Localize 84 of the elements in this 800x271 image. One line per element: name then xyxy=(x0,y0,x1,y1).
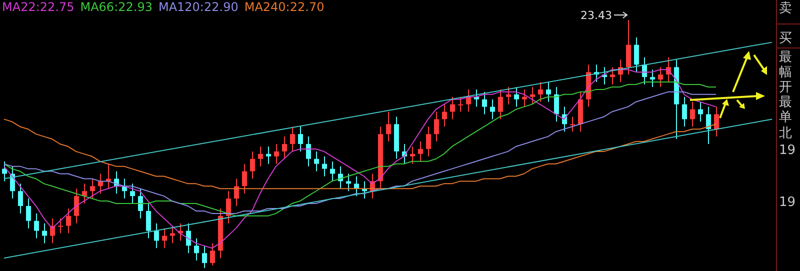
candlestick xyxy=(138,188,143,219)
candlestick xyxy=(610,66,615,85)
candlestick xyxy=(530,86,535,105)
text: 最 xyxy=(779,95,792,110)
candlestick xyxy=(522,88,527,108)
candlestick xyxy=(146,203,151,239)
candlestick xyxy=(210,242,215,266)
candlestick xyxy=(74,188,79,224)
candlestick xyxy=(322,156,327,177)
candlestick xyxy=(450,96,455,120)
text: MA22:22.75 xyxy=(2,0,74,14)
candlestick xyxy=(186,222,191,254)
text: MA120:22.90 xyxy=(158,0,238,14)
candlestick xyxy=(98,173,103,194)
candlestick xyxy=(706,106,711,144)
candlestick xyxy=(434,111,439,142)
candlestick xyxy=(474,88,479,108)
candlestick xyxy=(330,160,335,182)
candlestick xyxy=(306,136,311,167)
candlestick xyxy=(298,126,303,152)
candlestick xyxy=(698,101,703,122)
candlestick xyxy=(226,190,231,224)
candlestick xyxy=(234,178,239,206)
text: 19 xyxy=(779,195,796,210)
candlestick xyxy=(250,150,255,180)
candlestick xyxy=(650,69,655,88)
candlestick xyxy=(554,86,559,122)
candlestick xyxy=(66,208,71,234)
candlestick xyxy=(690,101,695,128)
candlestick xyxy=(258,146,263,167)
candlestick xyxy=(130,183,135,204)
candlestick xyxy=(506,86,511,105)
candlestick xyxy=(170,225,175,244)
candlestick xyxy=(426,126,431,157)
candlestick xyxy=(442,104,447,128)
candlestick xyxy=(42,222,47,244)
text: 开 xyxy=(779,80,792,95)
candlestick xyxy=(490,98,495,120)
candlestick xyxy=(34,212,39,239)
text: MA66:22.93 xyxy=(80,0,152,14)
candlestick xyxy=(514,86,519,108)
candlestick xyxy=(202,245,207,268)
candlestick xyxy=(682,96,687,128)
candlestick xyxy=(266,146,271,164)
text: 幅 xyxy=(779,65,792,80)
candlestick xyxy=(290,126,295,152)
candlestick xyxy=(498,88,503,120)
candlestick xyxy=(482,91,487,115)
candlestick xyxy=(634,36,639,73)
candlestick xyxy=(354,176,359,197)
candlestick xyxy=(154,222,159,249)
text: 北 xyxy=(779,126,792,141)
candlestick xyxy=(2,160,7,182)
candlestick xyxy=(106,163,111,190)
candlestick xyxy=(26,198,31,229)
text: 卖 xyxy=(779,1,792,16)
candlestick xyxy=(82,183,87,204)
text: MA240:22.70 xyxy=(244,0,324,14)
candlestick xyxy=(58,218,63,234)
candlestick xyxy=(314,150,319,172)
annotation: 23.43 xyxy=(580,9,612,22)
text: 最 xyxy=(779,50,792,65)
candlestick xyxy=(418,141,423,162)
candlestick xyxy=(466,88,471,112)
candlestick xyxy=(626,20,631,76)
candlestick xyxy=(458,96,463,112)
text: 买 xyxy=(779,31,792,46)
candlestick xyxy=(18,183,23,214)
text: 19 xyxy=(779,143,796,158)
candlestick xyxy=(714,106,719,138)
candlestick xyxy=(194,238,199,262)
candlestick xyxy=(386,111,391,142)
candlestick xyxy=(658,66,663,88)
candlestick xyxy=(570,116,575,132)
candlestick xyxy=(546,82,551,102)
candlestick xyxy=(90,178,95,200)
text: 单 xyxy=(779,110,792,125)
candlestick xyxy=(282,136,287,160)
candlestick xyxy=(410,146,415,164)
candlestick xyxy=(346,173,351,192)
candlestick xyxy=(538,82,543,102)
candlestick xyxy=(274,144,279,164)
candlestick xyxy=(242,163,247,194)
candlestick xyxy=(162,228,167,249)
